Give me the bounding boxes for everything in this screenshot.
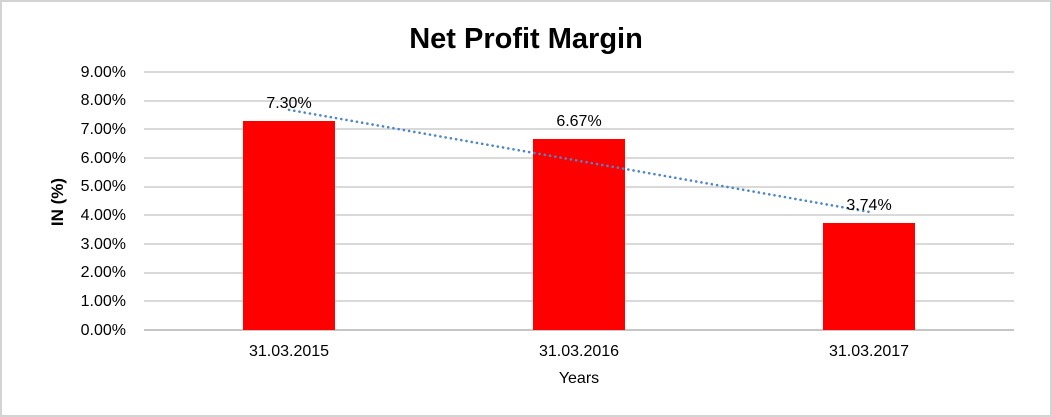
x-axis-line [144, 329, 1014, 331]
y-axis-tick-label: 6.00% [80, 149, 126, 167]
x-axis-category-label: 31.03.2016 [538, 343, 620, 360]
bar-31.03.2015 [243, 120, 335, 330]
y-axis-tick-label: 5.00% [80, 178, 126, 196]
bar-31.03.2017 [823, 222, 915, 330]
y-axis-tick-label: 7.00% [80, 120, 126, 138]
data-label: 6.67% [556, 112, 602, 130]
x-axis-category-label: 31.03.2015 [248, 343, 330, 360]
y-axis-tick-label: 4.00% [80, 206, 126, 224]
gridline [144, 71, 1014, 73]
y-axis-tick-label: 0.00% [80, 321, 126, 339]
chart-title: Net Profit Margin [409, 23, 643, 55]
y-axis-tick-label: 9.00% [80, 63, 126, 81]
y-axis-tick-label: 1.00% [80, 292, 126, 310]
data-label: 7.30% [266, 94, 312, 112]
data-label: 3.74% [846, 196, 892, 214]
gridline [144, 99, 1014, 102]
y-axis-tick-label: 8.00% [80, 92, 126, 110]
x-axis-category-label: 31.03.2017 [828, 343, 910, 360]
x-axis-title: Years [558, 370, 600, 387]
y-axis-tick-label: 2.00% [80, 264, 126, 282]
y-axis-tick-label: 3.00% [80, 235, 126, 253]
bar-31.03.2016 [533, 138, 625, 330]
